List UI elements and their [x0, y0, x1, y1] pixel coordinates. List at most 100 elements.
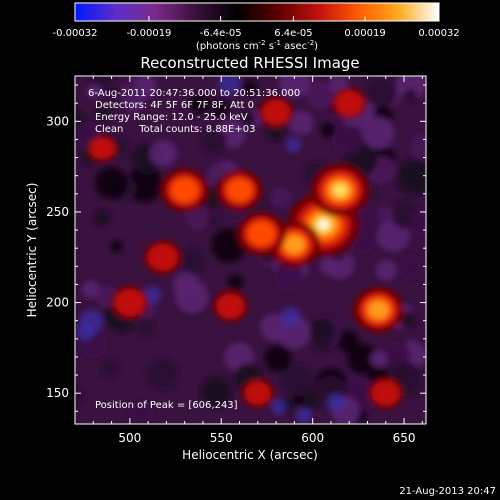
- heatmap-background-blob: [87, 84, 102, 99]
- heatmap-background-blob: [175, 280, 209, 314]
- heatmap-source: [147, 243, 178, 271]
- colorbar-gradient: [74, 2, 440, 22]
- heatmap-background-blob: [375, 205, 394, 224]
- heatmap-background-blob: [242, 80, 258, 95]
- heatmap-background-blob: [320, 257, 338, 276]
- heatmap-background-blob: [399, 311, 416, 328]
- x-tick-label: 650: [393, 431, 416, 445]
- colorbar-ticks: -0.00032 -0.00019 -6.4e-05 6.4e-05 0.00019 0.…: [53, 16, 460, 39]
- heatmap-source: [284, 235, 305, 254]
- heatmap-background-blob: [211, 98, 229, 117]
- heatmap-background-blob: [241, 111, 256, 126]
- heatmap-negative-blob: [326, 393, 346, 412]
- heatmap-background-blob: [331, 124, 364, 157]
- x-tick-label: 500: [118, 431, 141, 445]
- heatmap-background-blob: [320, 122, 336, 138]
- annotation-total-counts: Clean Total counts: 8.88E+03: [95, 124, 255, 135]
- heatmap-background-blob: [149, 140, 177, 168]
- colorbar-tick-label: -0.00032: [53, 28, 98, 39]
- heatmap-source: [332, 183, 348, 197]
- heatmap-background-blob: [266, 123, 284, 141]
- x-axis-label: Heliocentric X (arcsec): [182, 448, 318, 462]
- colorbar-tick-label: -6.4e-05: [200, 28, 242, 39]
- heatmap-background-blob: [82, 280, 100, 299]
- heatmap-background-blob: [126, 166, 163, 203]
- heatmap-background-blob: [305, 80, 335, 109]
- plot-frame: [74, 75, 427, 425]
- heatmap-background-blob: [117, 82, 142, 107]
- annotation-energy-range: Energy Range: 12.0 - 25.0 keV: [95, 112, 248, 123]
- heatmap-image: [75, 76, 426, 424]
- heatmap-background-blob: [403, 88, 418, 103]
- heatmap-background-blob: [128, 400, 154, 424]
- heatmap-source: [170, 177, 199, 203]
- heatmap-source: [114, 289, 145, 316]
- heatmap-negative-blob: [285, 137, 301, 153]
- heatmap-source: [371, 380, 400, 406]
- heatmap-background-blob: [100, 359, 120, 378]
- heatmap-background-blob: [279, 76, 311, 98]
- heatmap-source: [335, 90, 364, 116]
- annotation-peak-position: Position of Peak = [606,243]: [95, 400, 238, 411]
- colorbar-tick-label: -0.00019: [126, 28, 171, 39]
- heatmap-background-blob: [110, 240, 123, 253]
- heatmap-source: [262, 99, 290, 125]
- heatmap-negative-blob: [271, 399, 287, 415]
- heatmap-background-blob: [75, 386, 85, 406]
- heatmap-negative-blob: [79, 309, 103, 334]
- heatmap-background-blob: [396, 159, 426, 196]
- heatmap-source: [244, 381, 271, 405]
- y-axis-label: Heliocentric Y (arcsec): [25, 183, 39, 318]
- heatmap-background-blob: [409, 208, 426, 238]
- heatmap-background-blob: [146, 358, 179, 391]
- heatmap-negative-blob: [296, 407, 312, 424]
- heatmap-background-blob: [362, 116, 395, 149]
- heatmap-background-blob: [227, 274, 244, 290]
- heatmap-background-blob: [370, 350, 388, 368]
- heatmap-background-blob: [397, 253, 424, 280]
- heatmap-source: [247, 221, 276, 247]
- heatmap-source: [319, 220, 328, 229]
- heatmap-background-blob: [271, 188, 291, 208]
- x-tick-label: 550: [210, 431, 233, 445]
- y-tick-label: 300: [46, 114, 69, 128]
- heatmap-background-blob: [190, 93, 211, 114]
- heatmap-background-blob: [96, 106, 111, 121]
- heatmap-background-blob: [409, 133, 426, 162]
- heatmap-background-blob: [94, 166, 128, 200]
- heatmap-source: [216, 293, 245, 319]
- x-tick-label: 600: [301, 431, 324, 445]
- heatmap-negative-blob: [218, 76, 241, 96]
- heatmap-background-blob: [264, 345, 292, 373]
- annotation-detectors: Detectors: 4F 5F 6F 7F 8F, Att 0: [95, 100, 254, 111]
- y-tick-label: 150: [46, 386, 69, 400]
- colorbar-unit: (photons cm-2 s-1 asec-2): [196, 39, 318, 52]
- annotations: 6-Aug-2011 20:47:36.000 to 20:51:36.000 …: [88, 88, 300, 411]
- colorbar-tick-label: 6.4e-05: [274, 28, 312, 39]
- colorbar-tick-label: 0.00032: [418, 28, 459, 39]
- heatmap-background-blob: [200, 128, 227, 155]
- footer-timestamp: 21-Aug-2013 20:47: [399, 486, 496, 497]
- heatmap-source: [368, 300, 389, 320]
- heatmap-negative-blob: [280, 306, 301, 327]
- heatmap-background-blob: [178, 247, 206, 275]
- heatmap-background-blob: [200, 376, 232, 408]
- heatmap-background-blob: [207, 214, 222, 228]
- heatmap-background-blob: [347, 343, 378, 375]
- heatmap-background-blob: [376, 260, 397, 281]
- plot-area: 500 550 600 650 150 200 250 300: [46, 75, 427, 445]
- chart-title: Reconstructed RHESSI Image: [140, 54, 359, 72]
- heatmap-background-blob: [289, 111, 314, 136]
- colorbar: -0.00032 -0.00019 -6.4e-05 6.4e-05 0.00019 0.…: [53, 2, 460, 52]
- heatmap-background-blob: [312, 334, 332, 355]
- heatmap-background-blob: [279, 362, 314, 397]
- heatmap-source: [90, 137, 115, 160]
- colorbar-tick-label: 0.00019: [344, 28, 385, 39]
- heatmap-background-blob: [364, 76, 396, 107]
- y-tick-label: 200: [46, 296, 69, 310]
- heatmap-background-blob: [94, 209, 111, 226]
- annotation-time-range: 6-Aug-2011 20:47:36.000 to 20:51:36.000: [88, 88, 300, 99]
- axes: 500 550 600 650 150 200 250 300: [46, 76, 426, 445]
